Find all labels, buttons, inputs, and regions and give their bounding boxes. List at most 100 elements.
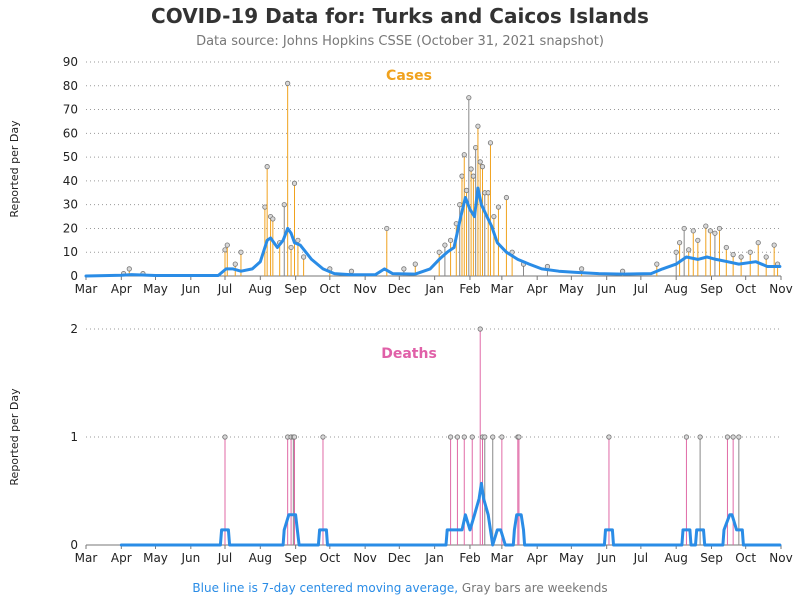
- x-tick-label: Sep: [284, 551, 307, 565]
- data-point: [516, 434, 522, 440]
- x-tick-label: Aug: [249, 551, 272, 565]
- x-tick-label: Feb: [459, 551, 480, 565]
- data-point: [285, 80, 291, 87]
- data-point: [695, 237, 701, 243]
- data-point: [755, 240, 761, 246]
- data-point: [442, 242, 448, 248]
- data-point: [673, 249, 679, 255]
- data-point: [457, 202, 463, 208]
- x-tick-label: Jun: [596, 551, 616, 565]
- footnote-moving-average: Blue line is 7-day centered moving avera…: [192, 581, 458, 595]
- panel-title: Deaths: [381, 346, 437, 362]
- moving-average-line: [84, 186, 782, 278]
- data-point: [716, 225, 723, 232]
- y-tick-label: 50: [63, 150, 78, 164]
- y-tick-label: 10: [63, 245, 78, 259]
- x-tick-label: Feb: [459, 282, 480, 296]
- x-tick-label: Aug: [664, 282, 687, 296]
- x-tick-label: Jun: [180, 551, 200, 565]
- data-point: [238, 249, 244, 255]
- chart-subtitle: Data source: Johns Hopkins CSSE (October…: [196, 34, 604, 49]
- x-tick-label: Mar: [75, 551, 98, 565]
- data-point: [712, 230, 718, 236]
- data-point: [681, 225, 687, 232]
- data-point: [461, 434, 467, 440]
- footnote: Blue line is 7-day centered moving avera…: [192, 581, 607, 595]
- x-tick-label: Apr: [527, 282, 548, 296]
- x-tick-label: Jul: [217, 551, 232, 565]
- data-point: [461, 152, 467, 158]
- y-tick-label: 0: [70, 269, 78, 283]
- data-point: [499, 434, 505, 440]
- x-tick-label: Jul: [217, 282, 232, 296]
- data-point: [686, 247, 692, 253]
- data-point: [697, 434, 703, 440]
- data-point: [473, 145, 479, 151]
- data-point: [468, 166, 474, 172]
- data-point: [771, 242, 777, 248]
- data-point: [262, 204, 268, 210]
- data-point: [224, 242, 230, 248]
- data-point: [291, 180, 298, 186]
- data-point: [232, 261, 238, 267]
- x-tick-label: Sep: [284, 282, 307, 296]
- x-tick-label: Oct: [735, 282, 756, 296]
- data-point: [401, 266, 407, 272]
- y-tick-label: 2: [70, 322, 78, 336]
- data-point: [482, 434, 488, 440]
- data-point: [436, 249, 442, 255]
- data-point: [270, 216, 276, 222]
- x-tick-label: Mar: [75, 282, 98, 296]
- data-point: [288, 244, 294, 251]
- x-tick-label: Oct: [319, 282, 340, 296]
- y-tick-label: 30: [63, 198, 78, 212]
- x-tick-label: Sep: [700, 282, 723, 296]
- x-tick-label: Nov: [769, 551, 792, 565]
- y-tick-label: 90: [63, 55, 78, 69]
- footnote-weekends: Gray bars are weekends: [458, 581, 607, 595]
- data-point: [477, 159, 483, 165]
- data-point: [703, 223, 709, 229]
- x-tick-label: Apr: [111, 551, 132, 565]
- data-point: [495, 204, 502, 210]
- y-tick-label: 60: [63, 126, 78, 140]
- data-point: [676, 240, 683, 246]
- data-point: [763, 254, 769, 260]
- x-tick-label: Mar: [491, 282, 514, 296]
- data-point: [447, 434, 454, 440]
- data-point: [503, 194, 510, 201]
- x-tick-label: Nov: [353, 282, 376, 296]
- data-point: [459, 173, 465, 179]
- data-point: [348, 268, 355, 274]
- data-point: [491, 213, 497, 220]
- x-tick-label: Jan: [424, 282, 444, 296]
- x-tick-label: Jul: [633, 282, 648, 296]
- y-axis-label: Reported per Day: [8, 388, 21, 486]
- y-tick-label: 80: [63, 79, 78, 93]
- data-point: [690, 228, 696, 234]
- deaths-panel: 0 1 2 Mar Apr May Jun Jul Aug Sep Oct Nov Dec Jan Feb M…: [8, 322, 793, 565]
- data-point: [222, 247, 228, 253]
- y-axis-label: Reported per Day: [8, 120, 21, 218]
- data-point: [723, 244, 729, 251]
- x-tick-label: Nov: [353, 551, 376, 565]
- y-tick-label: 70: [63, 103, 78, 117]
- data-point: [707, 228, 713, 234]
- data-point: [736, 434, 742, 440]
- data-point: [470, 173, 476, 179]
- data-point: [463, 187, 470, 193]
- moving-average-line: [119, 481, 782, 547]
- x-tick-label: Jul: [633, 551, 648, 565]
- y-tick-label: 40: [63, 174, 78, 188]
- x-tick-label: Aug: [664, 551, 687, 565]
- data-point: [281, 202, 287, 208]
- data-point: [301, 254, 307, 260]
- x-tick-label: Apr: [527, 551, 548, 565]
- y-tick-label: 20: [63, 221, 78, 235]
- data-point: [466, 95, 472, 101]
- x-tick-label: Mar: [491, 551, 514, 565]
- y-tick-label: 1: [70, 430, 78, 444]
- data-point: [477, 326, 483, 332]
- data-point: [654, 261, 660, 267]
